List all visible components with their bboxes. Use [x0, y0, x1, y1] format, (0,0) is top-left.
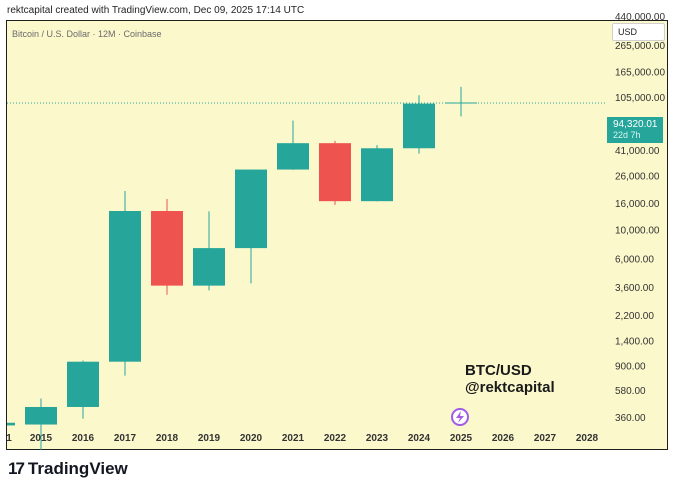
candles-group: [7, 86, 477, 451]
y-tick-label: 3,600.00: [615, 283, 654, 294]
y-tick-label: 265,000.00: [615, 41, 665, 52]
watermark-text: BTC/USD @rektcapital: [465, 362, 555, 396]
tradingview-logo[interactable]: 17 TradingView: [8, 459, 128, 479]
y-tick-label: 26,000.00: [615, 172, 660, 183]
candle-body: [277, 143, 309, 170]
x-tick-label: 2019: [198, 433, 221, 444]
y-tick-label: 10,000.00: [615, 226, 660, 237]
watermark-symbol: BTC/USD: [465, 362, 532, 379]
x-tick-label: 2026: [492, 433, 515, 444]
x-tick-label: 2028: [576, 433, 599, 444]
currency-button[interactable]: USD: [612, 23, 665, 41]
candle-body: [235, 169, 267, 249]
x-tick-label: 2025: [450, 433, 473, 444]
y-tick-label: 165,000.00: [615, 68, 665, 79]
candle-countdown: 22d 7h: [613, 130, 641, 140]
candle-body: [7, 422, 15, 426]
watermark-author: @rektcapital: [465, 379, 555, 396]
x-tick-label: 2015: [30, 433, 53, 444]
x-tick-label: 1: [6, 433, 12, 444]
y-tick-label: 6,000.00: [615, 254, 654, 265]
y-axis-ticks: 440,000.00 265,000.00 165,000.00 105,000.00…: [615, 12, 665, 424]
x-tick-label: 2017: [114, 433, 137, 444]
tradingview-badge-icon: [451, 408, 469, 426]
y-tick-label: 580.00: [615, 386, 646, 397]
y-tick-label: 360.00: [615, 413, 646, 424]
x-tick-label: 2021: [282, 433, 305, 444]
x-tick-label: 2016: [72, 433, 95, 444]
candle-body: [319, 143, 351, 202]
y-tick-label: 1,400.00: [615, 336, 654, 347]
candle-body: [67, 361, 99, 407]
y-tick-label: 440,000.00: [615, 12, 665, 23]
tradingview-logo-mark: 17: [8, 459, 25, 478]
x-tick-label: 2027: [534, 433, 557, 444]
candle-body: [193, 248, 225, 286]
candle-body: [151, 211, 183, 286]
candle-body: [25, 406, 57, 425]
candle-body: [109, 211, 141, 362]
current-price-value: 94,320.01: [613, 119, 658, 130]
y-tick-label: 16,000.00: [615, 199, 660, 210]
x-axis-ticks: 1 2015 2016 2017 2018 2019 2020 2021 2022 2023 202…: [6, 433, 598, 444]
y-tick-label: 41,000.00: [615, 146, 660, 157]
chart-symbol-title: Bitcoin / U.S. Dollar · 12M · Coinbase: [12, 29, 162, 39]
candle-body: [361, 148, 393, 202]
y-tick-label: 2,200.00: [615, 311, 654, 322]
chart-header-caption: rektcapital created with TradingView.com…: [7, 5, 305, 16]
x-tick-label: 2020: [240, 433, 263, 444]
x-tick-label: 2018: [156, 433, 179, 444]
candle-body: [403, 103, 435, 149]
tradingview-brand-name: TradingView: [27, 459, 128, 478]
x-tick-label: 2024: [408, 433, 431, 444]
x-tick-label: 2023: [366, 433, 389, 444]
current-price-label: 94,320.01 22d 7h: [607, 117, 663, 143]
y-tick-label: 105,000.00: [615, 93, 665, 104]
x-tick-label: 2022: [324, 433, 347, 444]
y-tick-label: 900.00: [615, 361, 646, 372]
